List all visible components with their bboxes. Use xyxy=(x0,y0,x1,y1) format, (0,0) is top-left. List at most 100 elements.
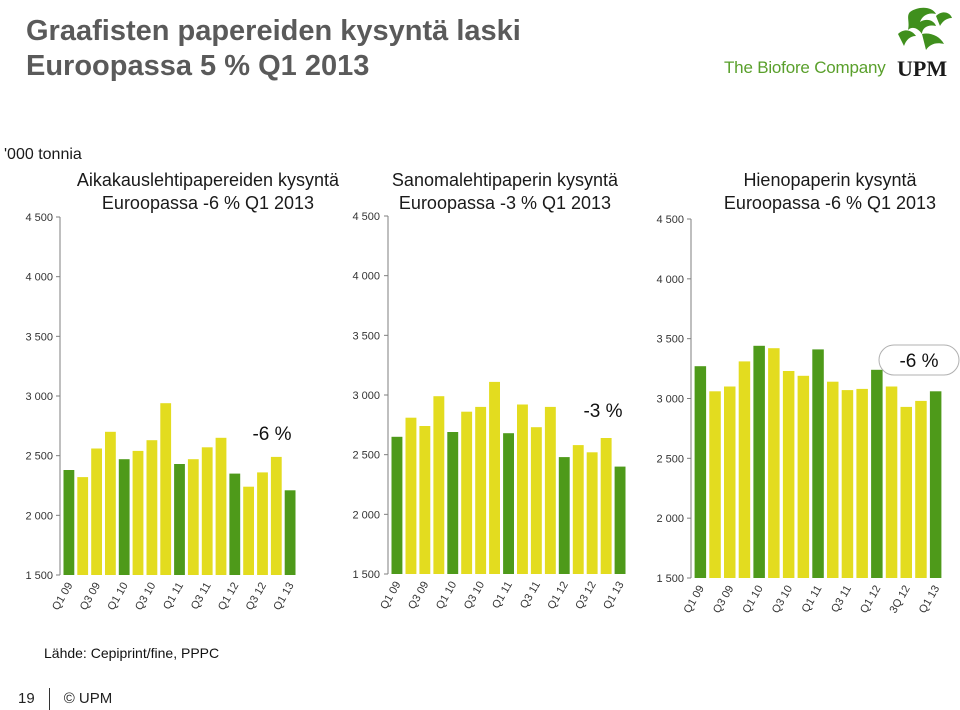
y-tick-label: 4 000 xyxy=(656,274,684,286)
x-tick-label: 3Q 12 xyxy=(887,584,912,616)
bar xyxy=(77,477,89,575)
bar xyxy=(391,436,403,574)
x-tick-label: Q1 09 xyxy=(682,584,707,616)
x-tick-label: Q1 13 xyxy=(917,584,942,616)
bar xyxy=(768,348,780,578)
bar xyxy=(856,388,868,578)
x-tick-label: Q1 09 xyxy=(50,581,75,613)
bar xyxy=(614,466,626,574)
x-tick-label: Q3 09 xyxy=(711,584,736,616)
bar xyxy=(709,391,721,578)
x-tick-label: Q1 13 xyxy=(601,580,626,612)
slide-title-line-2: Euroopassa 5 % Q1 2013 xyxy=(26,50,370,82)
x-tick-label: Q1 11 xyxy=(490,580,515,611)
footer-divider xyxy=(48,688,50,710)
y-tick-label: 2 500 xyxy=(25,451,53,463)
bar xyxy=(447,432,459,574)
x-tick-label: Q3 11 xyxy=(189,581,214,612)
bar xyxy=(558,457,570,574)
chart-title-line: Euroopassa -6 % Q1 2013 xyxy=(102,193,314,213)
y-tick-label: 4 500 xyxy=(25,212,53,224)
copyright: © UPM xyxy=(63,689,113,707)
x-tick-label: Q3 11 xyxy=(829,584,854,615)
brand-name: UPM xyxy=(897,56,948,81)
bar xyxy=(160,403,172,575)
bar xyxy=(517,404,528,574)
bar xyxy=(572,445,584,574)
x-tick-label: Q1 11 xyxy=(800,584,825,615)
bar xyxy=(586,452,598,574)
bar xyxy=(475,406,487,574)
y-tick-label: 1 500 xyxy=(25,570,53,582)
x-tick-label: Q1 09 xyxy=(378,580,403,612)
y-tick-label: 3 000 xyxy=(25,391,53,403)
y-tick-label: 4 000 xyxy=(352,271,380,283)
slide-title-line-1: Graafisten papereiden kysyntä laski xyxy=(26,15,521,47)
x-tick-label: Q1 10 xyxy=(740,584,765,616)
bar xyxy=(885,386,898,578)
bar xyxy=(812,349,824,578)
bar xyxy=(929,391,942,578)
bar xyxy=(215,437,227,575)
x-tick-label: Q3 10 xyxy=(133,581,158,613)
bar xyxy=(91,448,102,575)
x-tick-label: Q1 12 xyxy=(545,580,570,612)
bar xyxy=(284,490,296,575)
y-tick-label: 4 500 xyxy=(352,211,380,223)
annotation-bubble xyxy=(878,344,960,376)
bar xyxy=(201,447,213,575)
bar xyxy=(797,375,810,578)
y-tick-label: 2 000 xyxy=(352,509,380,521)
x-tick-label: Q3 09 xyxy=(406,580,431,612)
brand-tagline: The Biofore Company xyxy=(724,58,886,77)
bar xyxy=(419,426,431,574)
bar xyxy=(724,386,736,578)
source-note: Lähde: Cepiprint/fine, PPPC xyxy=(44,645,220,661)
y-tick-label: 2 500 xyxy=(656,453,684,465)
bar xyxy=(782,371,795,578)
y-tick-label: 3 000 xyxy=(656,394,684,406)
x-tick-label: Q3 09 xyxy=(78,581,103,613)
y-tick-label: 3 500 xyxy=(25,331,53,343)
x-tick-label: Q1 10 xyxy=(105,581,130,613)
x-tick-label: Q3 10 xyxy=(770,584,795,616)
chart-title-line: Euroopassa -6 % Q1 2013 xyxy=(724,193,936,213)
bar xyxy=(753,345,765,578)
bar xyxy=(243,486,254,575)
bar xyxy=(257,472,268,575)
bar xyxy=(841,390,854,578)
bar xyxy=(600,438,612,574)
y-tick-label: 2 000 xyxy=(25,510,53,522)
bar xyxy=(229,473,241,575)
annotation-label: -6 % xyxy=(252,424,291,445)
y-tick-label: 2 000 xyxy=(656,513,684,525)
y-tick-label: 3 500 xyxy=(352,330,380,342)
chart-title-line: Euroopassa -3 % Q1 2013 xyxy=(399,193,611,213)
upm-griffin-logo-icon xyxy=(898,7,952,50)
chart-title-line: Aikakauslehtipapereiden kysyntä xyxy=(77,170,340,190)
bar xyxy=(827,381,839,578)
x-tick-label: Q1 12 xyxy=(216,581,241,613)
chart-title-line: Sanomalehtipaperin kysyntä xyxy=(392,170,619,190)
bar xyxy=(915,400,927,578)
bar xyxy=(544,406,556,574)
bar xyxy=(433,396,445,574)
bar xyxy=(405,417,417,574)
bar xyxy=(694,366,707,578)
unit-label: '000 tonnia xyxy=(4,146,82,163)
y-tick-label: 2 500 xyxy=(352,450,380,462)
footer: 19 © UPM xyxy=(18,688,112,710)
annotation-label: -6 % xyxy=(899,351,938,372)
x-tick-label: Q1 12 xyxy=(858,584,883,616)
bar xyxy=(530,427,542,574)
y-tick-label: 3 500 xyxy=(656,334,684,346)
y-tick-label: 1 500 xyxy=(352,569,380,581)
bar xyxy=(900,406,912,578)
bar xyxy=(187,459,199,575)
bar xyxy=(132,450,144,575)
bar xyxy=(738,361,751,578)
y-tick-label: 1 500 xyxy=(656,573,684,585)
slide-title: Graafisten papereiden kysyntä laski Euro… xyxy=(26,14,626,84)
y-tick-label: 4 000 xyxy=(25,272,53,284)
